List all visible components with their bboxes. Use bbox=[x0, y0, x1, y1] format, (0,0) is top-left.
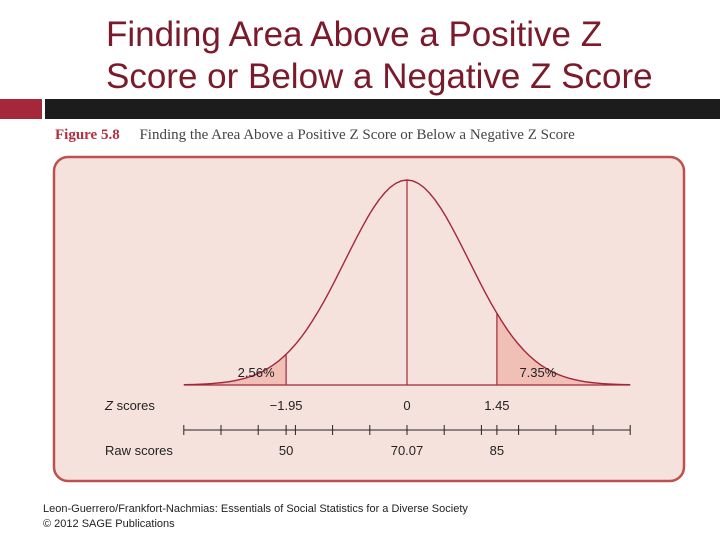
footer-citation: Leon-Guerrero/Frankfort-Nachmias: Essent… bbox=[43, 502, 468, 532]
figure-caption: Figure 5.8 Finding the Area Above a Posi… bbox=[55, 127, 575, 144]
panel-frame bbox=[52, 155, 686, 483]
z-tick-label-1: −1.95 bbox=[270, 398, 303, 413]
raw-tick-label-1: 50 bbox=[279, 443, 293, 458]
footer-line-1: Leon-Guerrero/Frankfort-Nachmias: Essent… bbox=[43, 503, 468, 515]
normal-curve-plot: 2.56% 7.35% −1.95 0 1.45 50 70.07 85 bbox=[183, 179, 631, 458]
z-tick-label-2: 0 bbox=[403, 398, 410, 413]
title-line-1: Finding Area Above a Positive Z bbox=[106, 15, 603, 54]
shaded-region-label-1: 2.56% bbox=[238, 365, 275, 380]
figure-panel: 2.56% 7.35% −1.95 0 1.45 50 70.07 85 Z scores R… bbox=[52, 155, 686, 483]
figure-caption-text: Finding the Area Above a Positive Z Scor… bbox=[139, 127, 575, 143]
title-line-2: Score or Below a Negative Z Score bbox=[106, 57, 653, 96]
accent-bar-red bbox=[0, 99, 42, 119]
footer-line-2: © 2012 SAGE Publications bbox=[43, 518, 175, 530]
raw-tick-label-2: 70.07 bbox=[391, 443, 424, 458]
figure-number: Figure 5.8 bbox=[55, 127, 120, 143]
shaded-region-label-2: 7.35% bbox=[519, 365, 556, 380]
slide-title: Finding Area Above a Positive Z Score or… bbox=[106, 14, 706, 98]
shaded-region-1 bbox=[183, 354, 287, 385]
z-scores-row-label: Z scores bbox=[104, 398, 155, 413]
accent-bar-black bbox=[45, 99, 720, 119]
z-letter: Z bbox=[104, 398, 114, 413]
z-scores-word: scores bbox=[113, 398, 155, 413]
z-tick-label-3: 1.45 bbox=[484, 398, 509, 413]
shaded-region-2 bbox=[496, 313, 631, 385]
raw-tick-label-3: 85 bbox=[490, 443, 504, 458]
raw-scores-row-label: Raw scores bbox=[105, 443, 173, 458]
